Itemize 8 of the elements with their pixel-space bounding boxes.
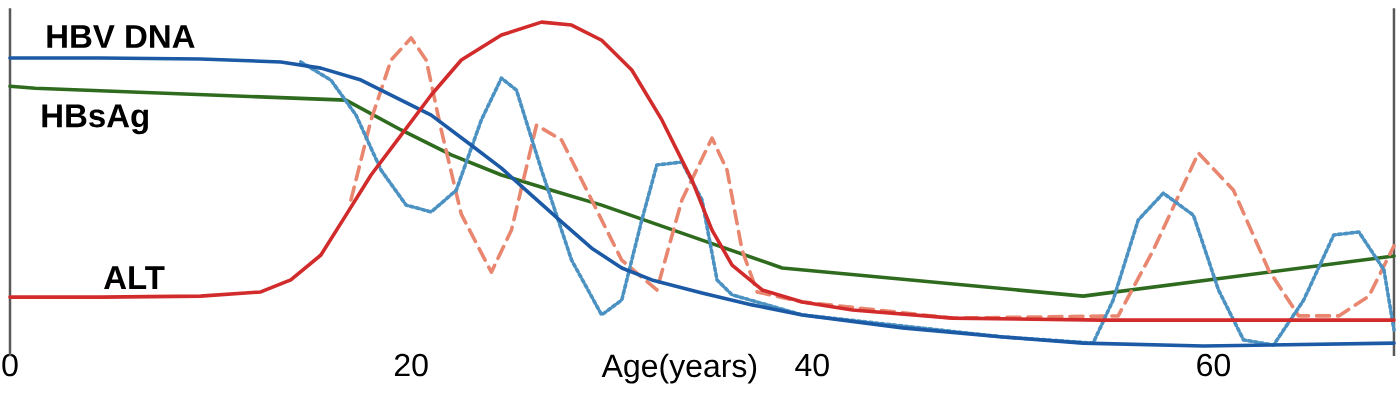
- x-tick-label: 0: [2, 353, 18, 377]
- series-label: HBV DNA: [47, 25, 195, 48]
- x-tick-label: 40: [795, 353, 829, 377]
- series-label: ALT: [104, 266, 165, 289]
- x-tick-label: 60: [1197, 353, 1230, 377]
- x-axis-title: Age(years): [601, 353, 757, 384]
- series-label: HBsAg: [42, 104, 148, 135]
- x-tick-label: 20: [394, 353, 428, 377]
